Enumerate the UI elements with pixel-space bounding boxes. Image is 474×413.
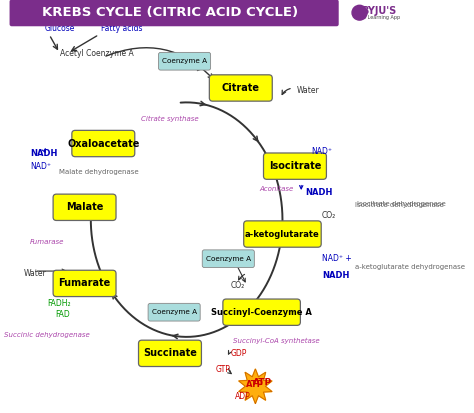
Text: Succinyl-CoA synthetase: Succinyl-CoA synthetase [233,338,319,344]
FancyBboxPatch shape [53,270,116,297]
Text: GTP: GTP [216,366,231,374]
Text: Oxaloacetate: Oxaloacetate [67,138,139,149]
Text: NADH: NADH [30,150,58,158]
Text: FADH₂: FADH₂ [47,299,71,309]
Text: Fumarate: Fumarate [58,278,111,288]
Text: Coenzyme A: Coenzyme A [152,309,197,315]
FancyBboxPatch shape [9,0,339,26]
Text: BYJU'S: BYJU'S [361,6,396,16]
FancyBboxPatch shape [202,250,255,268]
Text: The Learning App: The Learning App [357,15,400,20]
Text: ATP: ATP [253,377,273,387]
Text: Succinyl-Coenzyme A: Succinyl-Coenzyme A [211,308,312,317]
Text: Glucose: Glucose [45,24,75,33]
Text: NADH: NADH [322,271,349,280]
Text: Isocitrate dehydrogenase: Isocitrate dehydrogenase [357,201,446,207]
Text: Citrate synthase: Citrate synthase [141,116,199,122]
Text: Water: Water [297,85,320,95]
Text: Malate: Malate [66,202,103,212]
FancyBboxPatch shape [138,340,201,366]
Text: Isocitrate dehydrogenase: Isocitrate dehydrogenase [356,202,444,208]
FancyBboxPatch shape [264,153,327,179]
FancyBboxPatch shape [223,299,301,325]
Text: Coenzyme A: Coenzyme A [206,256,251,262]
Text: Isocitrate: Isocitrate [269,161,321,171]
Text: Aconitase: Aconitase [259,186,293,192]
FancyBboxPatch shape [148,304,200,321]
FancyBboxPatch shape [158,52,210,70]
FancyBboxPatch shape [72,131,135,157]
Text: a-ketoglutarate: a-ketoglutarate [245,230,320,239]
Text: CO₂: CO₂ [322,211,336,220]
Text: Succinate: Succinate [143,348,197,358]
Text: a-ketoglutarate dehydrogenase: a-ketoglutarate dehydrogenase [356,264,465,270]
Text: Fatty acids: Fatty acids [101,24,143,33]
Text: Fumarase: Fumarase [30,239,64,245]
Text: Succinic dehydrogenase: Succinic dehydrogenase [4,332,90,338]
Text: Water: Water [24,268,47,278]
Text: NAD⁺ +: NAD⁺ + [322,254,352,263]
Text: FAD: FAD [55,310,70,319]
Circle shape [352,5,367,20]
Text: GDP: GDP [230,349,247,358]
FancyBboxPatch shape [210,75,272,101]
FancyBboxPatch shape [244,221,321,247]
Text: CO₂: CO₂ [230,281,245,290]
Polygon shape [239,369,272,404]
Text: ADP: ADP [235,392,250,401]
Text: KREBS CYCLE (CITRIC ACID CYCLE): KREBS CYCLE (CITRIC ACID CYCLE) [42,6,298,19]
Text: Coenzyme A: Coenzyme A [162,58,207,64]
Text: Acetyl Coenzyme A: Acetyl Coenzyme A [60,48,133,57]
Text: Malate dehydrogenase: Malate dehydrogenase [59,169,139,176]
Text: ATP: ATP [246,380,264,389]
Text: NAD⁺: NAD⁺ [30,161,51,171]
Text: NAD⁺: NAD⁺ [311,147,333,156]
Text: NADH: NADH [305,188,333,197]
FancyBboxPatch shape [53,194,116,221]
Text: Citrate: Citrate [222,83,260,93]
